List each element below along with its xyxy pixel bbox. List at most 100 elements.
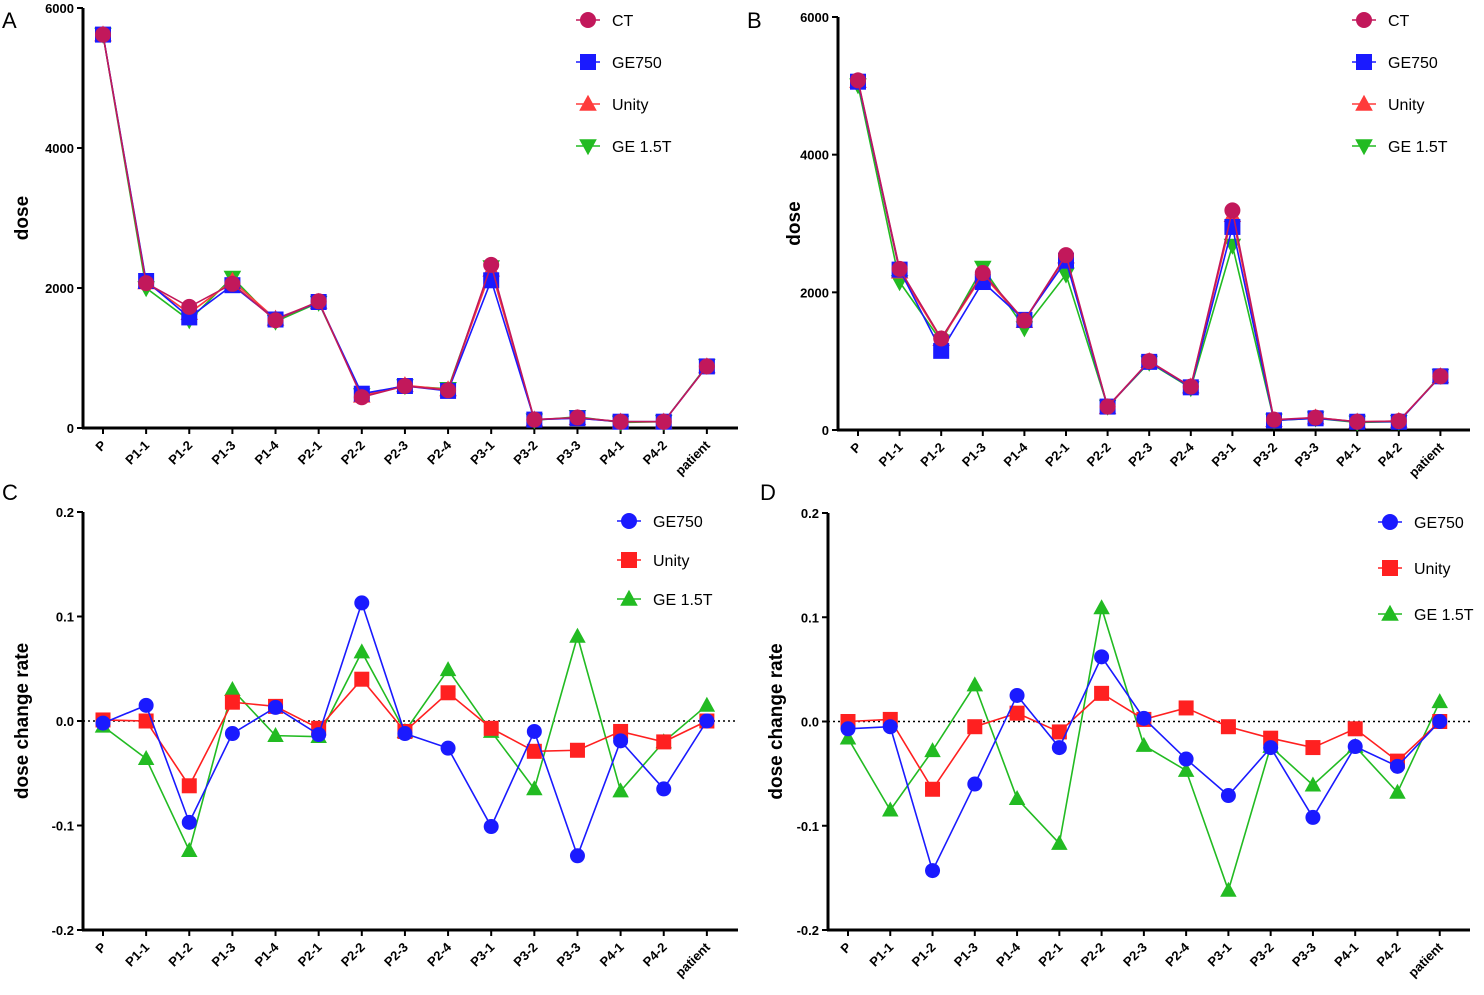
data-point [1432,368,1449,385]
x-tick-label: P2-4 [1162,939,1193,970]
y-axis-title: dose change rate [12,643,33,799]
data-point [1432,714,1448,729]
data-point [1347,721,1363,737]
x-tick-label: P3-3 [554,940,584,970]
x-tick-label: P3-1 [1208,440,1238,470]
legend: CT GE750 Unity GE 1.5T [1352,12,1448,156]
x-tick-label: P2-1 [295,940,325,970]
panel-c: C -0.2 -0.1 0.0 0.1 0.2 P P1-1 P1-2 P1-3 P1-4 P2-1 P… [2,480,738,980]
x-tick-label: P3-3 [1289,940,1319,970]
x-tick-label: P3-3 [554,438,584,468]
legend-label: GE750 [1388,55,1438,72]
data-point [1349,413,1366,430]
x-tick-label: P3-1 [1204,940,1234,970]
legend-label: GE 1.5T [1388,139,1448,156]
x-tick-label: P [837,939,854,956]
series-line [102,34,708,423]
data-point [224,694,240,710]
data-point [137,749,155,765]
legend: CT GE750 Unity GE 1.5T [576,12,672,156]
data-point [440,685,456,701]
series-ge-1-5t [849,78,1450,432]
data-point [699,713,715,729]
x-tick-label: P3-1 [467,438,497,468]
data-point [966,676,984,692]
data-point [483,819,499,835]
x-tick-label: P2-3 [1125,440,1155,470]
y-axis-title: dose change rate [766,643,787,799]
data-point [526,723,542,739]
data-point [925,863,941,879]
data-point [612,413,629,430]
x-tick-label: P1-4 [993,939,1024,970]
x-tick-label: P2-4 [1167,439,1198,470]
x-tick-label: P1-1 [876,440,906,470]
data-point [483,720,499,736]
series-unity [849,71,1450,429]
legend-marker [1355,94,1373,111]
x-tick-label: P2-2 [338,940,368,970]
data-point [967,719,983,735]
x-tick-label: P2-4 [424,939,455,970]
data-point [655,413,672,430]
x-tick-label: P2-1 [295,438,325,468]
data-point [1347,739,1363,755]
data-point [933,330,950,347]
data-point [569,409,586,426]
data-point [569,627,586,643]
legend-label: Unity [612,97,648,114]
x-tick-label: patient [1406,439,1447,480]
y-tick-label: 6000 [800,10,829,25]
series-ge750 [95,26,715,430]
legend-marker [1381,604,1399,621]
data-point [1058,247,1074,264]
x-tick-label: P3-2 [1250,440,1280,470]
y-tick-label: -0.1 [52,819,74,834]
data-point [526,780,543,796]
data-point [1008,790,1026,806]
data-point [882,801,899,817]
data-point [924,742,941,758]
legend-label: Unity [1414,561,1450,578]
x-tick-label: P1-3 [208,940,238,970]
series-ge-1-5t [94,27,716,432]
data-point [526,411,543,428]
x-tick-label: P4-2 [640,438,670,468]
x-tick-label: P2-2 [1078,940,1108,970]
legend-label: GE750 [612,55,662,72]
y-tick-label: 0.0 [801,715,819,730]
x-tick-label: P2-2 [338,438,368,468]
data-point [1307,409,1324,426]
x-tick-label: P1-4 [252,939,283,970]
y-tick-label: 4000 [800,148,829,163]
data-point [974,265,991,282]
x-tick-label: P [92,939,109,956]
panel-label: C [2,480,18,505]
x-tick-label: P1-3 [951,940,981,970]
data-point [1094,685,1110,701]
data-point [1178,751,1194,767]
x-tick-label: P [847,439,864,456]
data-point [1178,700,1194,716]
data-point [1304,776,1322,792]
legend-label: GE 1.5T [1414,607,1474,624]
legend-marker [621,552,637,568]
data-point [1016,312,1033,329]
x-tick-label: P2-2 [1084,440,1114,470]
series-line [847,655,1441,873]
data-point [1305,740,1321,756]
legend-label: GE 1.5T [612,139,672,156]
data-point [1094,649,1110,665]
panel-b: B 0 2000 4000 6000 P P1-1 P1-2 P1-3 P1-4 P2-1 P2-2 P… [747,8,1470,480]
data-point [1182,378,1199,395]
data-point [138,697,154,713]
data-point [1136,710,1152,726]
data-point [439,661,457,677]
legend-label: CT [1388,13,1410,30]
x-tick-label: P2-3 [381,940,411,970]
legend-marker [1355,139,1373,156]
data-point [1390,413,1407,430]
data-point [1266,411,1282,428]
data-point [267,727,284,743]
legend-marker [580,12,596,28]
